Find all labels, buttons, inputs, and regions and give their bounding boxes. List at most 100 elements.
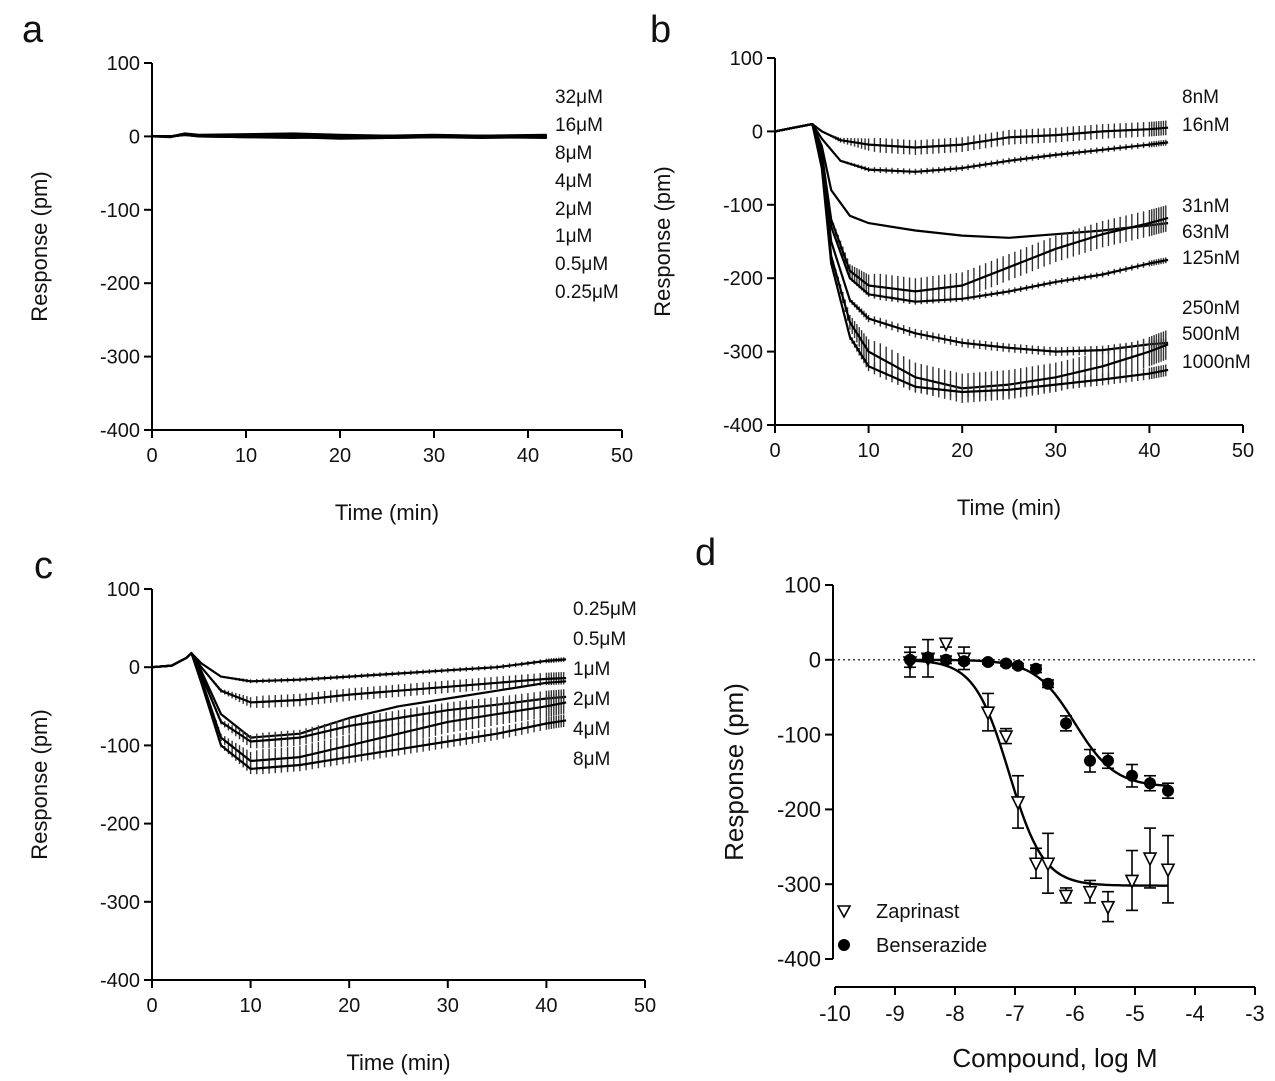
- concentration-label: 0.5μM: [573, 629, 626, 650]
- panel-d: d 100 0 -100 -200 -300 -400 -10 -9 -8 -7 -6 -5 -4 -3 C…: [695, 532, 1265, 1073]
- concentration-label: 8nM: [1182, 87, 1219, 108]
- panel-letter-d: d: [695, 532, 716, 574]
- x-tick-label: -10: [819, 1001, 851, 1026]
- y-tick-label: -200: [100, 814, 140, 836]
- benserazide-point: [922, 651, 934, 664]
- zaprinast-point: [1124, 874, 1140, 890]
- x-tick-label: -5: [1125, 1001, 1145, 1026]
- concentration-label: 16nM: [1182, 115, 1230, 136]
- panel-d-axes: 100 0 -100 -200 -300 -400 -10 -9 -8 -7 -6 -5 -4 -3 Com…: [719, 573, 1265, 1073]
- y-tick-label: -400: [723, 415, 763, 437]
- x-tick-label: 50: [1232, 440, 1254, 462]
- zaprinast-point: [1058, 889, 1074, 905]
- panel-letter-b: b: [650, 9, 671, 51]
- legend-zaprinast-marker: [836, 905, 852, 919]
- y-tick-label: 100: [107, 53, 140, 75]
- y-axis-title: Response (pm): [650, 166, 675, 316]
- benserazide-point: [1060, 717, 1072, 730]
- y-tick-label: -200: [100, 273, 140, 295]
- y-tick-label: -200: [723, 268, 763, 290]
- x-tick-label: 20: [951, 440, 973, 462]
- panel-c: c 100 0 -100 -200 -300 -400 0 10 20 30 40 50 Time (m…: [27, 545, 656, 1075]
- x-axis-title: Time (min): [346, 1050, 450, 1075]
- panel-letter-c: c: [34, 545, 53, 587]
- benserazide-point: [904, 653, 916, 666]
- concentration-label: 63nM: [1182, 222, 1230, 243]
- panel-d-legend: Zaprinast Benserazide: [836, 901, 987, 957]
- benserazide-point: [958, 655, 970, 668]
- x-tick-label: 50: [634, 995, 656, 1017]
- concentration-label: 2μM: [573, 689, 610, 710]
- panel-a: a 100 0 -100 -200 -300 -400 0 10 20 30 40 50 Time (m…: [22, 9, 633, 525]
- concentration-label: 32μM: [555, 87, 603, 108]
- x-tick-label: 50: [611, 445, 633, 467]
- panel-b: b 100 0 -100 -200 -300 -400 0 10 20 30 40 50 Time (m…: [650, 9, 1254, 520]
- y-axis-title: Response (pm): [27, 709, 52, 859]
- zaprinast-point: [1028, 857, 1044, 873]
- y-tick-label: -400: [100, 970, 140, 992]
- benserazide-point: [982, 656, 994, 669]
- y-tick-label: -400: [777, 947, 821, 972]
- legend-zaprinast-label: Zaprinast: [876, 901, 960, 923]
- x-axis-title: Time (min): [957, 495, 1061, 520]
- zaprinast-point: [1160, 863, 1176, 879]
- concentration-label: 0.25μM: [573, 599, 637, 620]
- concentration-label: 1μM: [573, 659, 610, 680]
- concentration-label: 4μM: [555, 171, 592, 192]
- concentration-label: 31nM: [1182, 196, 1230, 217]
- y-tick-label: -100: [723, 195, 763, 217]
- y-tick-label: 0: [809, 648, 821, 673]
- y-axis-title: Response (pm): [719, 683, 749, 861]
- panel-a-labels: 32μM 16μM 8μM 4μM 2μM 1μM 0.5μM 0.25μM: [555, 87, 619, 303]
- benserazide-point: [1030, 662, 1042, 675]
- x-tick-label: 30: [423, 445, 445, 467]
- zaprinast-point: [938, 637, 954, 653]
- x-tick-label: 30: [437, 995, 459, 1017]
- x-tick-label: -4: [1185, 1001, 1205, 1026]
- panel-b-axes: 100 0 -100 -200 -300 -400 0 10 20 30 40 50 Time (min…: [650, 48, 1254, 520]
- benserazide-point: [1000, 657, 1012, 670]
- series-line-8M: [151, 651, 567, 771]
- legend-benserazide-marker: [838, 939, 850, 951]
- benserazide-point: [1084, 754, 1096, 767]
- concentration-label: 2μM: [555, 199, 592, 220]
- panel-c-series: [151, 651, 567, 775]
- zaprinast-point: [1142, 852, 1158, 867]
- y-tick-label: 100: [730, 48, 763, 70]
- x-tick-label: 0: [146, 445, 157, 467]
- concentration-label: 250nM: [1182, 298, 1240, 319]
- benserazide-point: [1042, 677, 1054, 690]
- y-tick-label: -300: [100, 892, 140, 914]
- x-tick-label: 0: [146, 995, 157, 1017]
- panel-c-axes: 100 0 -100 -200 -300 -400 0 10 20 30 40 50 Time (min…: [27, 579, 656, 1075]
- x-tick-label: 20: [329, 445, 351, 467]
- y-tick-label: -100: [777, 722, 821, 747]
- y-tick-label: 0: [129, 657, 140, 679]
- panel-d-points: [902, 637, 1176, 923]
- benserazide-point: [1012, 659, 1024, 672]
- benserazide-point: [1102, 754, 1114, 767]
- panel-b-series: [774, 120, 1169, 403]
- y-tick-label: 100: [784, 573, 821, 598]
- benserazide-point: [940, 653, 952, 666]
- x-tick-label: 40: [517, 445, 539, 467]
- zaprinast-point: [1040, 857, 1056, 873]
- concentration-label: 4μM: [573, 719, 610, 740]
- zaprinast-point: [980, 706, 996, 721]
- x-tick-label: -7: [1005, 1001, 1025, 1026]
- x-tick-label: 0: [769, 440, 780, 462]
- concentration-label: 1000nM: [1182, 352, 1251, 373]
- zaprinast-point: [1082, 885, 1098, 901]
- x-axis-title: Compound, log M: [952, 1043, 1157, 1073]
- concentration-label: 500nM: [1182, 324, 1240, 345]
- x-axis-title: Time (min): [335, 500, 439, 525]
- legend-benserazide-label: Benserazide: [876, 935, 987, 957]
- y-tick-label: -300: [723, 342, 763, 364]
- x-tick-label: -6: [1065, 1001, 1085, 1026]
- zaprinast-point: [998, 730, 1014, 745]
- concentration-label: 1μM: [555, 226, 592, 247]
- y-tick-label: -300: [777, 872, 821, 897]
- panel-letter-a: a: [22, 9, 44, 51]
